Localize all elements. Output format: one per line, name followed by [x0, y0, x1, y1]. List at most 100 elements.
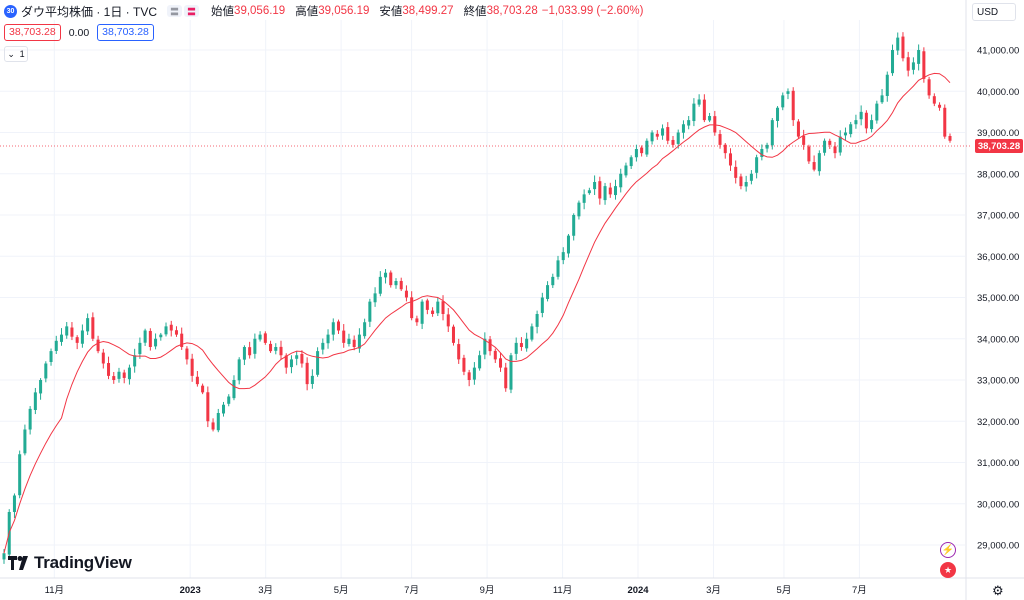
candle-body — [739, 176, 743, 187]
legend-settings-button[interactable]: 〓 — [184, 5, 200, 17]
candle-body — [718, 134, 722, 145]
candle-body — [556, 260, 560, 277]
candle-body — [190, 358, 194, 376]
time-axis: 11月 2023 3月 5月 7月 9月 11月 2024 3月 5月 7月 — [45, 585, 867, 596]
candle-body — [174, 330, 178, 335]
candle-body — [180, 333, 184, 347]
bid-ask-row: 38,703.28 0.00 38,703.28 — [4, 24, 154, 41]
candle-body — [687, 120, 691, 126]
candle-body — [927, 79, 931, 96]
lightning-icon[interactable]: ⚡ — [940, 542, 956, 558]
candle-body — [446, 314, 450, 327]
candle-body — [817, 153, 821, 172]
sell-button[interactable]: 38,703.28 — [4, 24, 61, 41]
candle-body — [284, 355, 288, 368]
candle-body — [655, 133, 659, 137]
candle-body — [305, 362, 309, 385]
candle-body — [54, 340, 58, 351]
y-tick-label: 40,000.00 — [977, 87, 1019, 98]
candle-body — [237, 359, 241, 381]
candle-body — [117, 371, 121, 379]
open-label: 始値 — [211, 6, 235, 18]
y-tick-label: 33,000.00 — [977, 376, 1019, 387]
candle-body — [561, 252, 565, 261]
candle-body — [96, 339, 100, 352]
candle-body — [431, 310, 435, 314]
candle-body — [885, 74, 889, 96]
candle-body — [394, 281, 398, 286]
candle-body — [206, 392, 210, 422]
candle-body — [566, 235, 570, 254]
candle-body — [786, 91, 790, 94]
candle-body — [457, 344, 461, 360]
candle-body — [164, 326, 168, 335]
legend-toggle-button[interactable]: 〓 — [167, 5, 183, 17]
candle-body — [483, 338, 487, 355]
candle-body — [890, 50, 895, 74]
x-tick-label: 11月 — [553, 585, 572, 596]
candle-body — [932, 96, 936, 104]
tradingview-logo[interactable]: TradingView — [8, 553, 132, 573]
candle-body — [363, 322, 367, 337]
candle-body — [404, 290, 408, 298]
y-tick-label: 29,000.00 — [977, 541, 1019, 552]
candle-body — [493, 350, 497, 360]
currency-selector[interactable]: USD — [972, 3, 1016, 21]
x-tick-label: 11月 — [45, 585, 64, 596]
candle-body — [12, 495, 16, 512]
y-tick-label: 37,000.00 — [977, 211, 1019, 222]
candle-body — [342, 330, 346, 343]
y-tick-label: 38,000.00 — [977, 169, 1019, 180]
candle-body — [148, 330, 152, 347]
candle-body — [185, 348, 189, 360]
candle-body — [828, 140, 832, 145]
candle-body — [755, 157, 759, 173]
candle-body — [697, 99, 701, 105]
candle-body — [122, 372, 126, 378]
grid — [0, 20, 965, 578]
dow-badge-icon[interactable]: 30 — [4, 4, 17, 18]
gear-icon[interactable]: ⚙ — [992, 583, 1004, 598]
candle-body — [263, 333, 267, 343]
moving-average-line — [3, 72, 951, 554]
candle-body — [274, 347, 278, 351]
candle-body — [671, 139, 675, 145]
candle-body — [248, 347, 252, 356]
candle-body — [467, 372, 471, 380]
candle-body — [922, 51, 926, 79]
candle-body — [154, 338, 158, 347]
candle-body — [384, 272, 388, 278]
candle-body — [519, 343, 523, 347]
candle-body — [619, 173, 623, 188]
candle-body — [336, 321, 341, 331]
us-flag-icon[interactable]: ★ — [940, 562, 956, 578]
candle-body — [18, 454, 22, 496]
x-tick-label: 3月 — [706, 585, 721, 596]
candle-body — [269, 343, 273, 352]
candle-body — [222, 404, 226, 414]
candle-body — [39, 380, 43, 394]
candle-body — [415, 318, 419, 323]
candle-body — [587, 190, 591, 194]
candle-body — [723, 144, 727, 154]
candle-body — [802, 135, 806, 145]
candle-body — [681, 124, 685, 133]
candle-body — [833, 146, 837, 154]
candle-body — [195, 376, 199, 385]
logo-text: TradingView — [34, 553, 132, 572]
candle-body — [201, 385, 205, 393]
candle-body — [776, 107, 780, 121]
symbol-title[interactable]: ダウ平均株価 · 1日 · TVC — [21, 4, 158, 19]
candle-body — [159, 334, 163, 338]
candle-body — [289, 359, 293, 368]
high-label: 高値 — [295, 6, 319, 18]
candle-body — [357, 334, 361, 349]
candle-body — [530, 326, 534, 340]
candle-body — [44, 363, 48, 379]
candle-body — [441, 301, 445, 314]
buy-button[interactable]: 38,703.28 — [97, 24, 154, 41]
collapse-button[interactable]: ⌄ 1 — [4, 46, 28, 62]
candle-body — [812, 162, 816, 170]
